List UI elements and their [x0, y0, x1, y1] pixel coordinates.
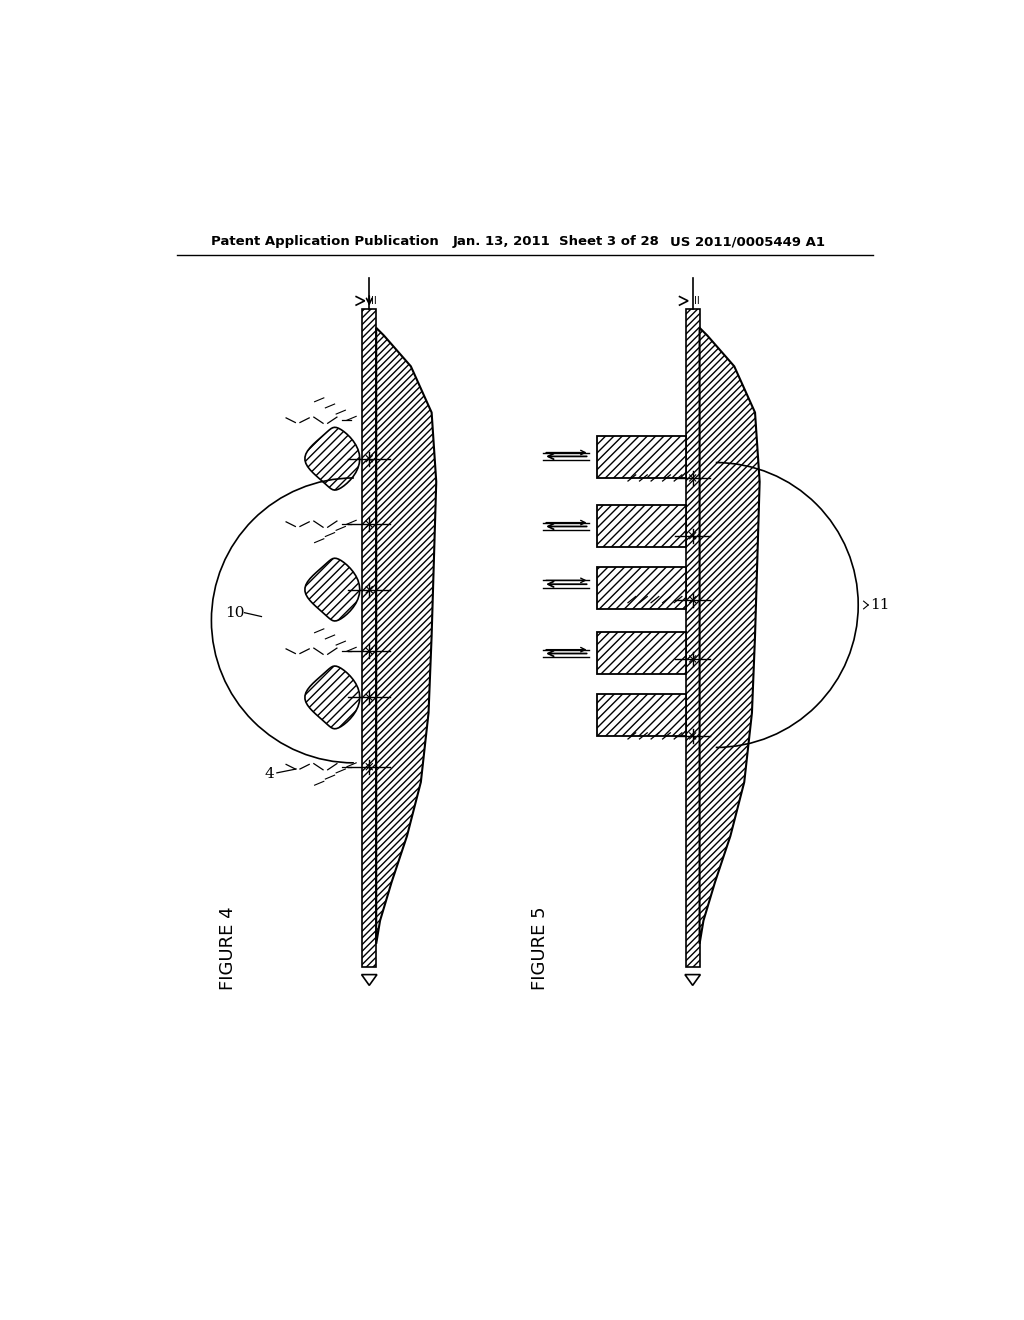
Polygon shape	[686, 309, 699, 966]
Text: FIGURE 5: FIGURE 5	[531, 907, 549, 990]
Text: 10: 10	[224, 606, 245, 619]
Polygon shape	[305, 428, 359, 490]
Text: Patent Application Publication: Patent Application Publication	[211, 235, 439, 248]
Polygon shape	[362, 309, 376, 966]
Text: US 2011/0005449 A1: US 2011/0005449 A1	[670, 235, 824, 248]
Text: Jan. 13, 2011  Sheet 3 of 28: Jan. 13, 2011 Sheet 3 of 28	[453, 235, 659, 248]
Polygon shape	[305, 667, 359, 729]
Polygon shape	[305, 558, 359, 620]
Polygon shape	[597, 436, 686, 478]
Text: 4: 4	[264, 767, 274, 781]
Polygon shape	[597, 566, 686, 609]
Polygon shape	[597, 506, 686, 548]
Polygon shape	[376, 327, 436, 944]
Text: 11: 11	[869, 598, 889, 612]
Polygon shape	[699, 327, 760, 944]
Text: II: II	[371, 296, 377, 306]
Polygon shape	[597, 632, 686, 675]
Text: II: II	[694, 296, 700, 306]
Polygon shape	[597, 693, 686, 737]
Text: FIGURE 4: FIGURE 4	[219, 907, 238, 990]
